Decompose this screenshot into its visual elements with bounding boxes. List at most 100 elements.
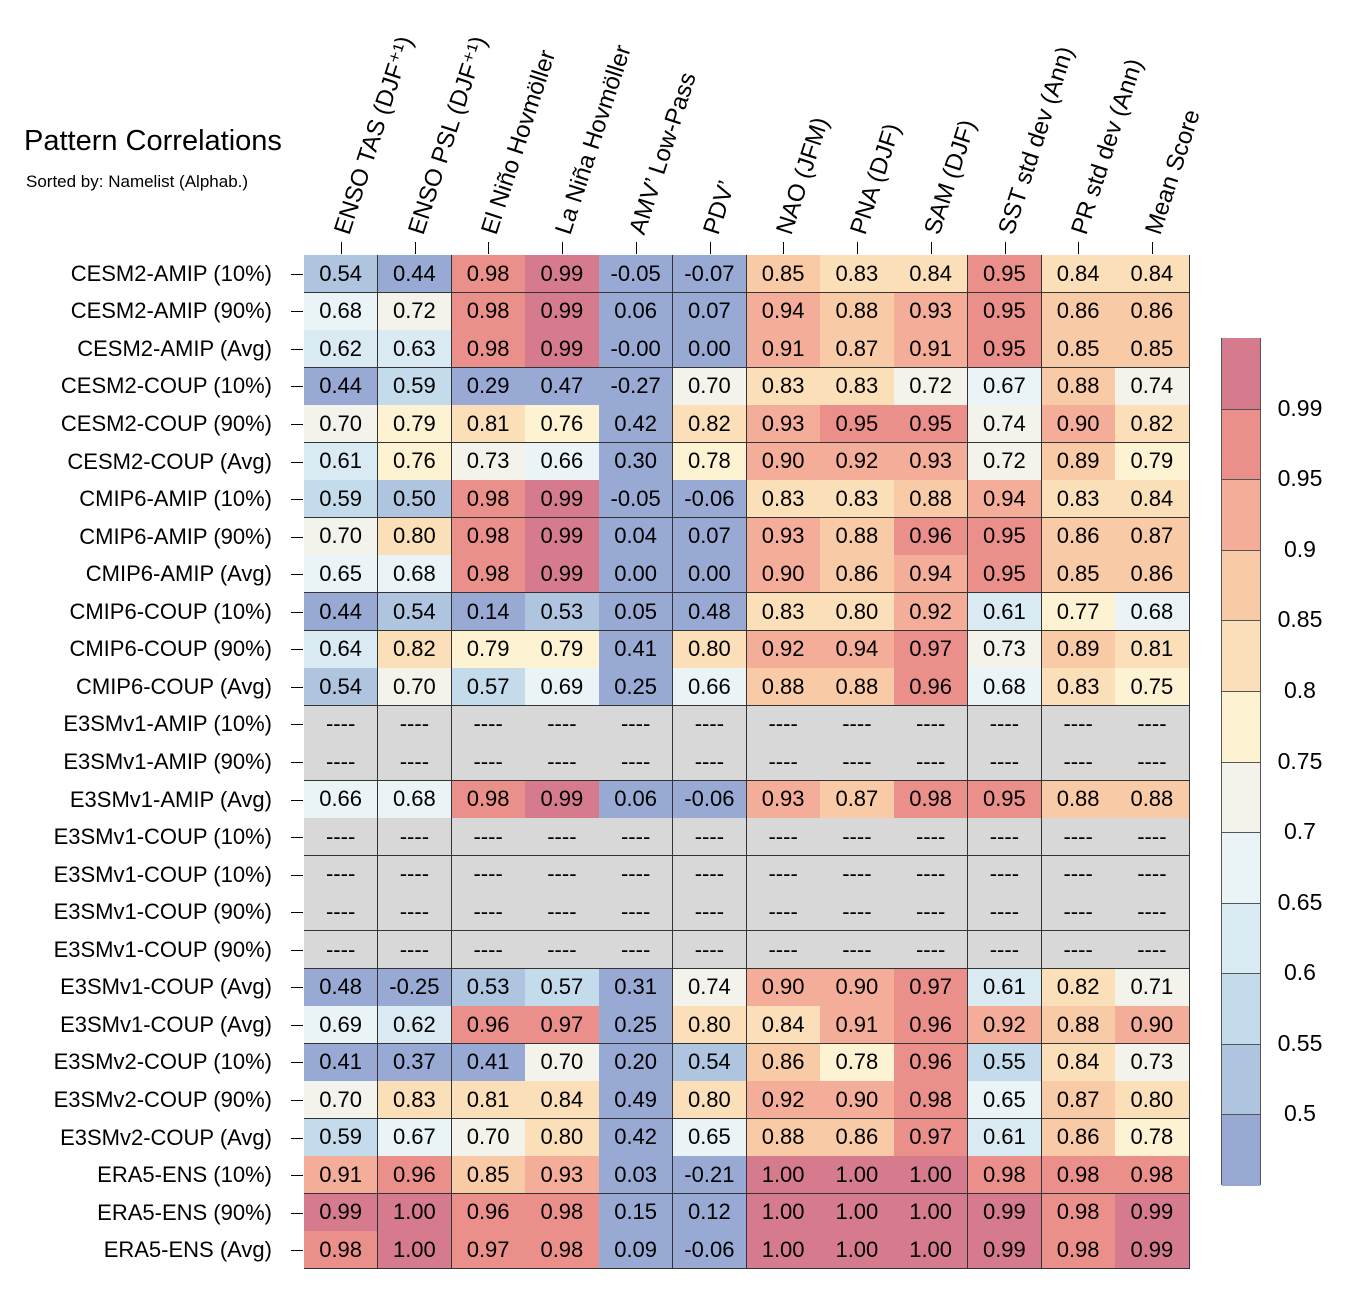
cell-value: 0.98 xyxy=(1130,1161,1174,1187)
cell-value: ---- xyxy=(768,898,798,924)
heatmap-cell: ---- xyxy=(672,705,747,744)
cell-value: 0.48 xyxy=(687,598,731,624)
cell-value: 0.74 xyxy=(982,410,1026,436)
heatmap-cell: ---- xyxy=(672,931,747,970)
heatmap-cell: 0.93 xyxy=(525,1156,600,1195)
row-tick xyxy=(291,875,303,876)
heatmap-cell: 0.65 xyxy=(967,1081,1042,1120)
row-tick xyxy=(291,724,303,725)
heatmap-cell: 0.81 xyxy=(451,1081,526,1120)
cell-value: 0.86 xyxy=(761,1049,805,1075)
heatmap-cell: 0.62 xyxy=(377,1006,452,1045)
cell-value: 0.12 xyxy=(687,1199,731,1225)
cell-value: ---- xyxy=(620,823,651,849)
row-tick xyxy=(291,424,303,425)
heatmap-cell: ---- xyxy=(451,855,526,894)
cell-value: 0.00 xyxy=(614,560,658,586)
cell-value: 0.90 xyxy=(1056,410,1100,436)
heatmap-cell: -0.06 xyxy=(672,1231,747,1270)
heatmap-cell: 0.73 xyxy=(967,630,1042,669)
heatmap-cell: 0.85 xyxy=(1041,330,1116,369)
heatmap-cell: 0.90 xyxy=(1041,405,1116,444)
cell-value: 0.61 xyxy=(982,1124,1026,1150)
cell-value: 0.83 xyxy=(761,598,805,624)
cell-value: 0.59 xyxy=(319,485,363,511)
cell-value: 0.98 xyxy=(1056,1236,1100,1262)
cell-value: 0.59 xyxy=(319,1124,363,1150)
cell-value: ---- xyxy=(473,861,503,887)
cell-value: 0.62 xyxy=(392,1011,436,1037)
heatmap-cell: 0.79 xyxy=(451,630,526,669)
heatmap-cell: ---- xyxy=(1041,893,1116,932)
heatmap-cell: 0.29 xyxy=(451,367,526,406)
cell-value: 0.85 xyxy=(1056,560,1100,586)
heatmap-cell: 1.00 xyxy=(894,1156,969,1195)
heatmap-cell: ---- xyxy=(894,705,969,744)
cell-value: 1.00 xyxy=(392,1199,436,1225)
cell-value: ---- xyxy=(989,936,1020,962)
heatmap-cell: 0.93 xyxy=(746,780,821,819)
heatmap-cell: 0.89 xyxy=(1041,442,1116,481)
heatmap-cell: 0.98 xyxy=(304,1231,379,1270)
cell-value: 0.84 xyxy=(540,1086,584,1112)
heatmap-cell: 0.69 xyxy=(525,668,600,707)
heatmap-cell: ---- xyxy=(894,893,969,932)
heatmap-cell: 1.00 xyxy=(377,1193,452,1232)
heatmap-cell: 0.88 xyxy=(820,517,895,556)
heatmap-cell: 0.82 xyxy=(1041,968,1116,1007)
cell-value: 0.92 xyxy=(761,1086,805,1112)
cell-value: 0.78 xyxy=(835,1049,879,1075)
cell-value: ---- xyxy=(325,823,356,849)
heatmap-cell: 0.25 xyxy=(599,1006,674,1045)
heatmap-cell: 0.88 xyxy=(1115,780,1190,819)
cell-value: 0.96 xyxy=(909,1049,953,1075)
heatmap-cell: 0.70 xyxy=(451,1118,526,1157)
column-label: ENSO TAS (DJF⁺¹) xyxy=(328,33,419,238)
cell-value: ---- xyxy=(915,711,946,737)
cell-value: 0.00 xyxy=(687,335,731,361)
heatmap-cell: 0.68 xyxy=(967,668,1042,707)
heatmap-cell: ---- xyxy=(820,931,895,970)
row-label: ERA5-ENS (90%) xyxy=(97,1199,272,1225)
colorbar-segment xyxy=(1222,690,1260,763)
cell-value: ---- xyxy=(620,898,651,924)
cell-value: 1.00 xyxy=(761,1161,805,1187)
cell-value: ---- xyxy=(989,861,1020,887)
heatmap-cell: ---- xyxy=(304,705,379,744)
cell-value: 0.98 xyxy=(466,560,510,586)
column-label: AMV’ Low-Pass xyxy=(623,69,702,238)
cell-value: 0.30 xyxy=(614,448,658,474)
heatmap-cell: 0.09 xyxy=(599,1231,674,1270)
cell-value: 0.99 xyxy=(540,260,584,286)
heatmap-cell: 0.99 xyxy=(525,330,600,369)
cell-value: 0.76 xyxy=(540,410,584,436)
heatmap-cell: 0.92 xyxy=(746,630,821,669)
cell-value: 0.69 xyxy=(319,1011,363,1037)
cell-value: 0.99 xyxy=(319,1199,363,1225)
heatmap-cell: ---- xyxy=(1041,931,1116,970)
heatmap-cell: 0.66 xyxy=(672,668,747,707)
cell-value: 0.67 xyxy=(392,1124,436,1150)
cell-value: 0.96 xyxy=(909,673,953,699)
heatmap-cell: ---- xyxy=(599,818,674,857)
cell-value: ---- xyxy=(399,898,430,924)
cell-value: ---- xyxy=(768,861,798,887)
row-label: E3SMv1-AMIP (10%) xyxy=(63,711,272,737)
colorbar-label: 0.9 xyxy=(1284,535,1316,562)
heatmap-cell: 0.84 xyxy=(1115,255,1190,294)
heatmap-cell: ---- xyxy=(672,893,747,932)
heatmap-cell: 0.50 xyxy=(377,480,452,519)
cell-value: 1.00 xyxy=(761,1199,805,1225)
cell-value: ---- xyxy=(694,861,725,887)
cell-value: 0.84 xyxy=(1056,260,1100,286)
cell-value: 0.83 xyxy=(835,373,879,399)
cell-value: ---- xyxy=(989,823,1020,849)
cell-value: 0.85 xyxy=(761,260,805,286)
heatmap-cell: ---- xyxy=(967,855,1042,894)
heatmap-cell: 0.98 xyxy=(1041,1231,1116,1270)
cell-value: ---- xyxy=(1137,748,1167,774)
cell-value: 0.91 xyxy=(319,1161,363,1187)
row-tick xyxy=(291,612,303,613)
heatmap-cell: 0.83 xyxy=(1041,480,1116,519)
column-tick xyxy=(488,242,489,254)
